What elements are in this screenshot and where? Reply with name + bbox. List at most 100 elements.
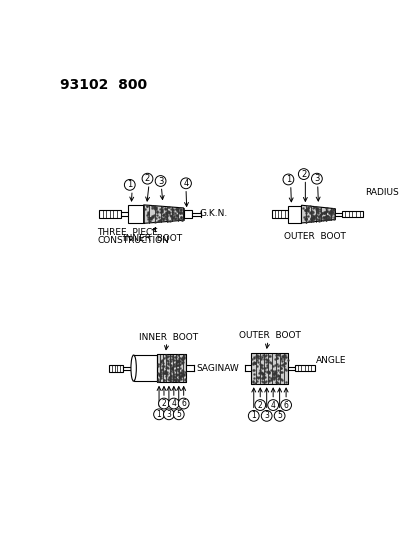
Point — [145, 216, 152, 225]
Point — [178, 370, 185, 379]
Point — [160, 376, 167, 384]
Point — [309, 212, 316, 221]
Point — [329, 205, 336, 213]
Point — [170, 213, 176, 221]
Point — [156, 216, 163, 224]
Bar — [99, 210, 120, 219]
Point — [257, 361, 264, 370]
Point — [160, 353, 167, 362]
Point — [270, 368, 277, 377]
Point — [152, 205, 159, 214]
Point — [278, 351, 284, 360]
Point — [304, 212, 310, 221]
Point — [149, 213, 156, 221]
Point — [299, 203, 306, 212]
Point — [179, 372, 185, 380]
Point — [260, 373, 266, 381]
Point — [181, 375, 188, 383]
Point — [143, 201, 150, 210]
Point — [255, 373, 261, 382]
Point — [273, 354, 280, 362]
Point — [165, 208, 172, 217]
Point — [176, 364, 183, 372]
Point — [271, 368, 278, 377]
Circle shape — [173, 409, 184, 419]
Point — [159, 205, 165, 214]
Bar — [109, 365, 123, 372]
Point — [151, 218, 158, 227]
Text: OUTER  BOOT: OUTER BOOT — [238, 332, 300, 341]
Point — [172, 353, 178, 361]
Point — [178, 213, 184, 221]
Point — [165, 352, 171, 360]
Point — [259, 372, 266, 380]
Point — [258, 369, 264, 377]
Point — [263, 366, 270, 375]
Point — [165, 208, 172, 216]
Point — [151, 203, 157, 211]
Point — [168, 365, 175, 373]
Point — [263, 362, 270, 371]
Point — [279, 352, 286, 361]
Point — [268, 358, 274, 367]
Point — [324, 214, 330, 223]
Point — [320, 213, 327, 222]
Point — [174, 358, 180, 367]
Point — [250, 353, 257, 361]
Point — [278, 361, 285, 369]
Point — [161, 361, 167, 370]
Point — [171, 370, 177, 378]
Point — [250, 370, 257, 378]
Point — [269, 361, 275, 370]
Point — [325, 214, 332, 223]
Text: 6: 6 — [283, 401, 288, 409]
Text: THREE  PIECE: THREE PIECE — [97, 228, 158, 237]
Point — [176, 206, 183, 214]
Point — [166, 355, 173, 364]
Point — [265, 376, 271, 384]
Text: OUTER  BOOT: OUTER BOOT — [284, 232, 345, 241]
Point — [272, 377, 279, 386]
Point — [323, 215, 330, 223]
Point — [280, 359, 287, 367]
Point — [317, 213, 324, 222]
Point — [312, 205, 318, 214]
Point — [274, 378, 280, 387]
Point — [273, 351, 280, 359]
Point — [258, 370, 265, 378]
Point — [164, 208, 170, 217]
Point — [175, 376, 182, 385]
Point — [160, 368, 167, 377]
Point — [162, 372, 169, 380]
Point — [151, 211, 157, 219]
Point — [157, 372, 164, 380]
Point — [256, 360, 263, 368]
Point — [175, 354, 182, 362]
Point — [166, 211, 173, 220]
Point — [165, 207, 172, 216]
Circle shape — [248, 410, 259, 421]
Point — [320, 212, 327, 221]
Circle shape — [180, 178, 191, 189]
Point — [327, 212, 333, 221]
Point — [168, 215, 175, 223]
Point — [164, 364, 171, 373]
Point — [169, 374, 176, 383]
Point — [175, 357, 181, 365]
Point — [168, 365, 174, 374]
Point — [164, 356, 170, 364]
Point — [166, 376, 172, 385]
Point — [171, 356, 177, 365]
Text: 1: 1 — [156, 410, 161, 419]
Point — [171, 376, 178, 384]
Point — [176, 360, 182, 369]
Point — [170, 214, 176, 222]
Text: 3: 3 — [263, 411, 268, 421]
Point — [177, 368, 183, 377]
Point — [309, 212, 316, 221]
Point — [316, 212, 323, 220]
Point — [177, 206, 184, 214]
Point — [162, 207, 169, 216]
Point — [321, 215, 328, 224]
Point — [158, 202, 165, 211]
